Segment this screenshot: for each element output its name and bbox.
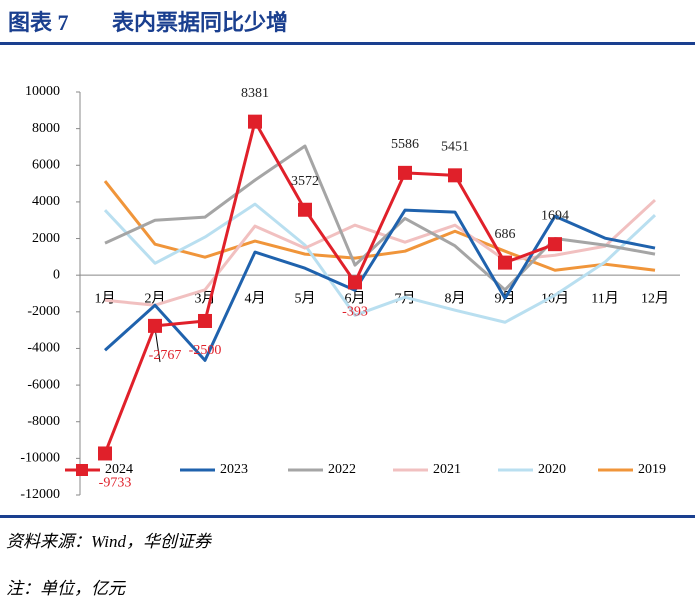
- data-label: -2500: [189, 343, 222, 358]
- chart-title: 表内票据同比少增: [112, 10, 288, 35]
- data-label: 5586: [391, 137, 419, 152]
- y-tick-label: -4000: [27, 341, 60, 356]
- data-label: 1694: [541, 208, 569, 223]
- source: 资料来源：Wind，华创证券: [6, 532, 213, 551]
- chart-label: 图表 7: [8, 10, 69, 35]
- data-point: [198, 313, 212, 328]
- data-label: -393: [342, 305, 368, 320]
- series-line: [104, 144, 656, 292]
- x-tick-label: 6月: [345, 290, 366, 306]
- y-tick-label: 6000: [32, 157, 60, 172]
- series-line: [103, 202, 657, 324]
- x-tick-label: 11月: [591, 290, 618, 306]
- y-tick-label: -2000: [27, 304, 60, 319]
- note: 注：单位，亿元: [6, 579, 127, 598]
- series-line: [103, 120, 556, 455]
- data-label: 686: [495, 227, 516, 242]
- legend-label: 2023: [220, 462, 248, 477]
- y-tick-label: 0: [53, 267, 60, 282]
- legend-label: 2022: [328, 462, 356, 477]
- data-point: [148, 318, 162, 333]
- series-line: [103, 208, 656, 362]
- data-label: -9733: [99, 476, 132, 491]
- y-tick-label: 8000: [32, 121, 60, 136]
- y-tick-label: -10000: [20, 451, 60, 466]
- legend-label: 2020: [538, 462, 566, 477]
- legend-label: 2019: [638, 462, 666, 477]
- series-line: [104, 198, 657, 307]
- data-point: [398, 165, 412, 180]
- y-tick-label: -12000: [20, 487, 60, 502]
- y-tick-label: 2000: [32, 231, 60, 246]
- data-point: [348, 275, 362, 290]
- footer-rule: [0, 515, 695, 518]
- x-tick-label: 4月: [245, 290, 266, 306]
- y-tick-label: -8000: [27, 414, 60, 429]
- x-tick-label: 5月: [295, 290, 316, 306]
- series-line: [103, 180, 656, 272]
- data-point: [448, 168, 462, 183]
- data-label: 5451: [441, 140, 469, 155]
- y-tick-label: 10000: [25, 84, 60, 99]
- data-point: [548, 237, 562, 252]
- annotation-arrow: [154, 327, 161, 363]
- y-tick-label: -6000: [27, 377, 60, 392]
- y-tick-label: 4000: [32, 194, 60, 209]
- data-label: -2767: [149, 348, 182, 363]
- data-point: [498, 255, 512, 270]
- data-label: 8381: [241, 86, 269, 101]
- data-point: [298, 202, 312, 217]
- x-tick-label: 12月: [641, 290, 669, 306]
- title-rule: [0, 42, 695, 45]
- data-point: [98, 446, 112, 461]
- legend-label: 2024: [105, 462, 133, 477]
- data-label: 3572: [291, 174, 319, 189]
- x-tick-label: 8月: [445, 290, 466, 306]
- legend-label: 2021: [433, 462, 461, 477]
- x-tick-label: 10月: [541, 290, 569, 306]
- legend-marker: [76, 464, 88, 476]
- x-tick-label: 1月: [95, 290, 116, 306]
- data-point: [248, 114, 262, 129]
